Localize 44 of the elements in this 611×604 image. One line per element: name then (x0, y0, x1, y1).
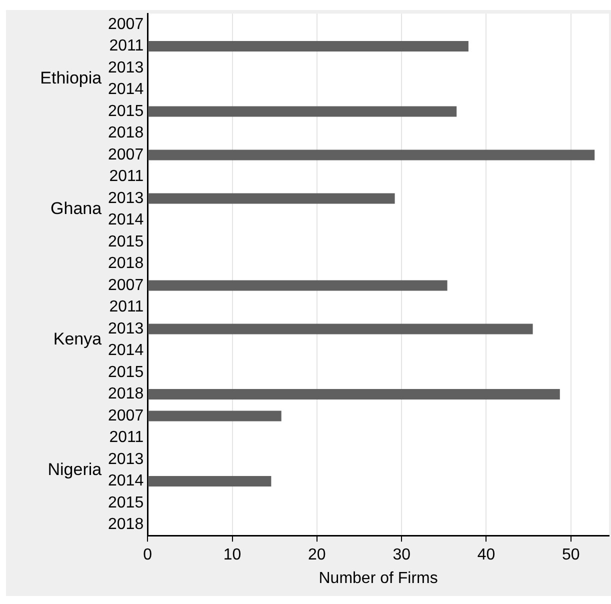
bar (148, 150, 595, 160)
x-axis-title: Number of Firms (318, 570, 438, 587)
bar (148, 410, 282, 422)
bar (148, 324, 533, 334)
y-tick-label: 2007 (108, 276, 144, 294)
bar (148, 476, 272, 486)
y-tick-label: 2011 (109, 429, 144, 446)
y-tick-label: 2013 (108, 190, 144, 207)
y-tick-label: 2011 (109, 38, 144, 55)
x-tick-label: 0 (143, 546, 152, 564)
bar (148, 280, 448, 291)
y-tick-label: 2013 (108, 59, 144, 76)
y-tick-label: 2011 (109, 168, 144, 186)
y-tick-label: 2018 (108, 516, 144, 534)
y-tick-label: 2011 (109, 298, 144, 316)
y-tick-label: 2013 (108, 450, 144, 468)
text: Nigeria (48, 460, 102, 480)
y-tick-label: 2018 (108, 255, 144, 272)
text: Kenya (53, 330, 102, 349)
x-tick-label: 50 (562, 546, 580, 564)
y-tick-label: 2018 (108, 386, 144, 403)
y-tick-label: 2018 (108, 124, 144, 142)
x-tick-label: 40 (477, 546, 496, 564)
x-tick-label: 10 (223, 546, 242, 564)
y-tick-label: 2007 (108, 407, 144, 424)
y-tick-label: 2007 (108, 16, 144, 33)
y-tick-label: 2015 (108, 494, 144, 512)
y-tick-label: 2013 (108, 320, 144, 338)
y-tick-label: 2015 (108, 102, 144, 120)
bar (148, 193, 395, 204)
y-tick-label: 2014 (108, 81, 144, 98)
y-tick-label: 2015 (108, 233, 144, 250)
x-tick-label: 30 (392, 546, 411, 564)
bar (148, 41, 468, 52)
text: Ghana (50, 199, 102, 218)
y-tick-label: 2007 (108, 146, 144, 164)
y-tick-label: 2015 (108, 364, 144, 381)
bar (148, 389, 560, 400)
text: Ethiopia (40, 68, 102, 88)
x-tick-label: 20 (308, 546, 326, 564)
y-tick-label: 2014 (108, 472, 144, 490)
bar (148, 106, 457, 117)
y-tick-label: 2014 (108, 342, 144, 360)
y-tick-label: 2014 (108, 212, 144, 229)
